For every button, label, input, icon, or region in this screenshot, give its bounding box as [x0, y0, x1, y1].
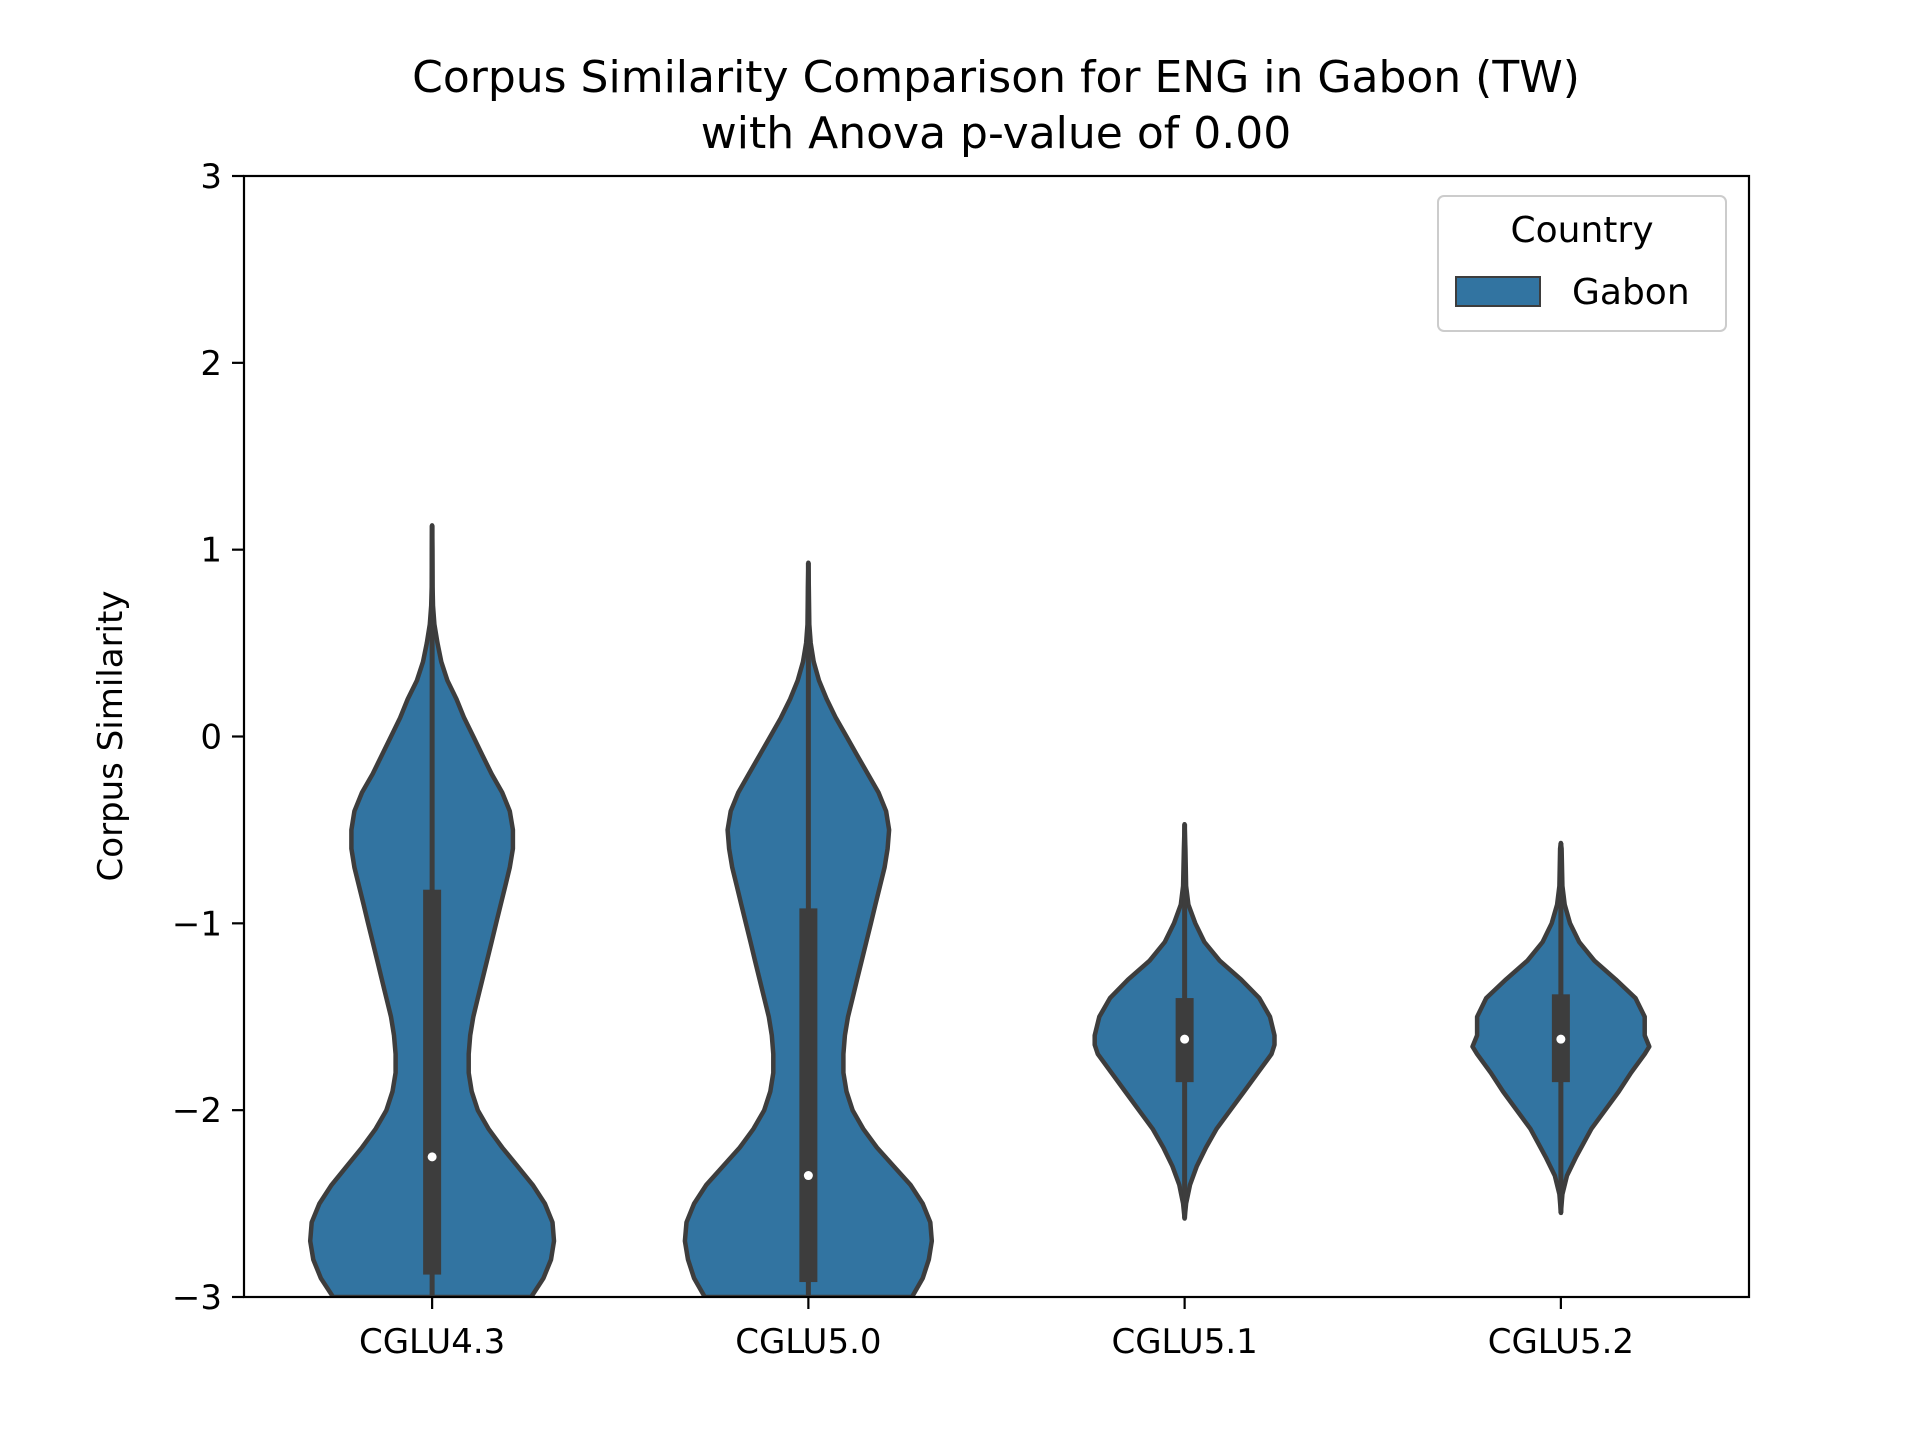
- violin-median-dot: [803, 1171, 813, 1181]
- y-tick-label: −1: [172, 904, 222, 944]
- x-axis: CGLU4.3 CGLU5.0 CGLU5.1 CGLU5.2: [359, 1297, 1634, 1362]
- y-tick-label: 3: [200, 157, 222, 197]
- y-axis: −3 −2 −1 0 1 2 3: [172, 157, 244, 1318]
- x-tick-label: CGLU4.3: [359, 1322, 505, 1362]
- violin-iqr-box: [423, 889, 442, 1275]
- chart-title: Corpus Similarity Comparison for ENG in …: [412, 52, 1580, 159]
- y-tick-label: −2: [172, 1091, 222, 1131]
- violin-median-dot: [1180, 1034, 1190, 1044]
- y-tick-label: 0: [200, 718, 222, 758]
- legend-swatch-gabon: [1455, 276, 1541, 307]
- y-tick-label: −3: [172, 1278, 222, 1318]
- x-tick-label: CGLU5.1: [1111, 1322, 1257, 1362]
- violins-group: [307, 523, 1652, 1297]
- violin-median-dot: [1556, 1034, 1566, 1044]
- chart-title-line-2: with Anova p-value of 0.00: [701, 108, 1291, 159]
- y-axis-label: Corpus Similarity: [91, 591, 131, 882]
- x-tick-label: CGLU5.2: [1488, 1322, 1634, 1362]
- chart-title-line-1: Corpus Similarity Comparison for ENG in …: [412, 52, 1580, 103]
- violin-iqr-box: [799, 908, 818, 1283]
- y-tick-label: 1: [200, 531, 222, 571]
- legend: Country Gabon: [1437, 195, 1727, 332]
- x-tick-label: CGLU5.0: [735, 1322, 881, 1362]
- violin-median-dot: [427, 1152, 437, 1162]
- legend-title: Country: [1510, 210, 1653, 251]
- y-tick-label: 2: [200, 344, 222, 384]
- legend-label-gabon: Gabon: [1572, 272, 1690, 313]
